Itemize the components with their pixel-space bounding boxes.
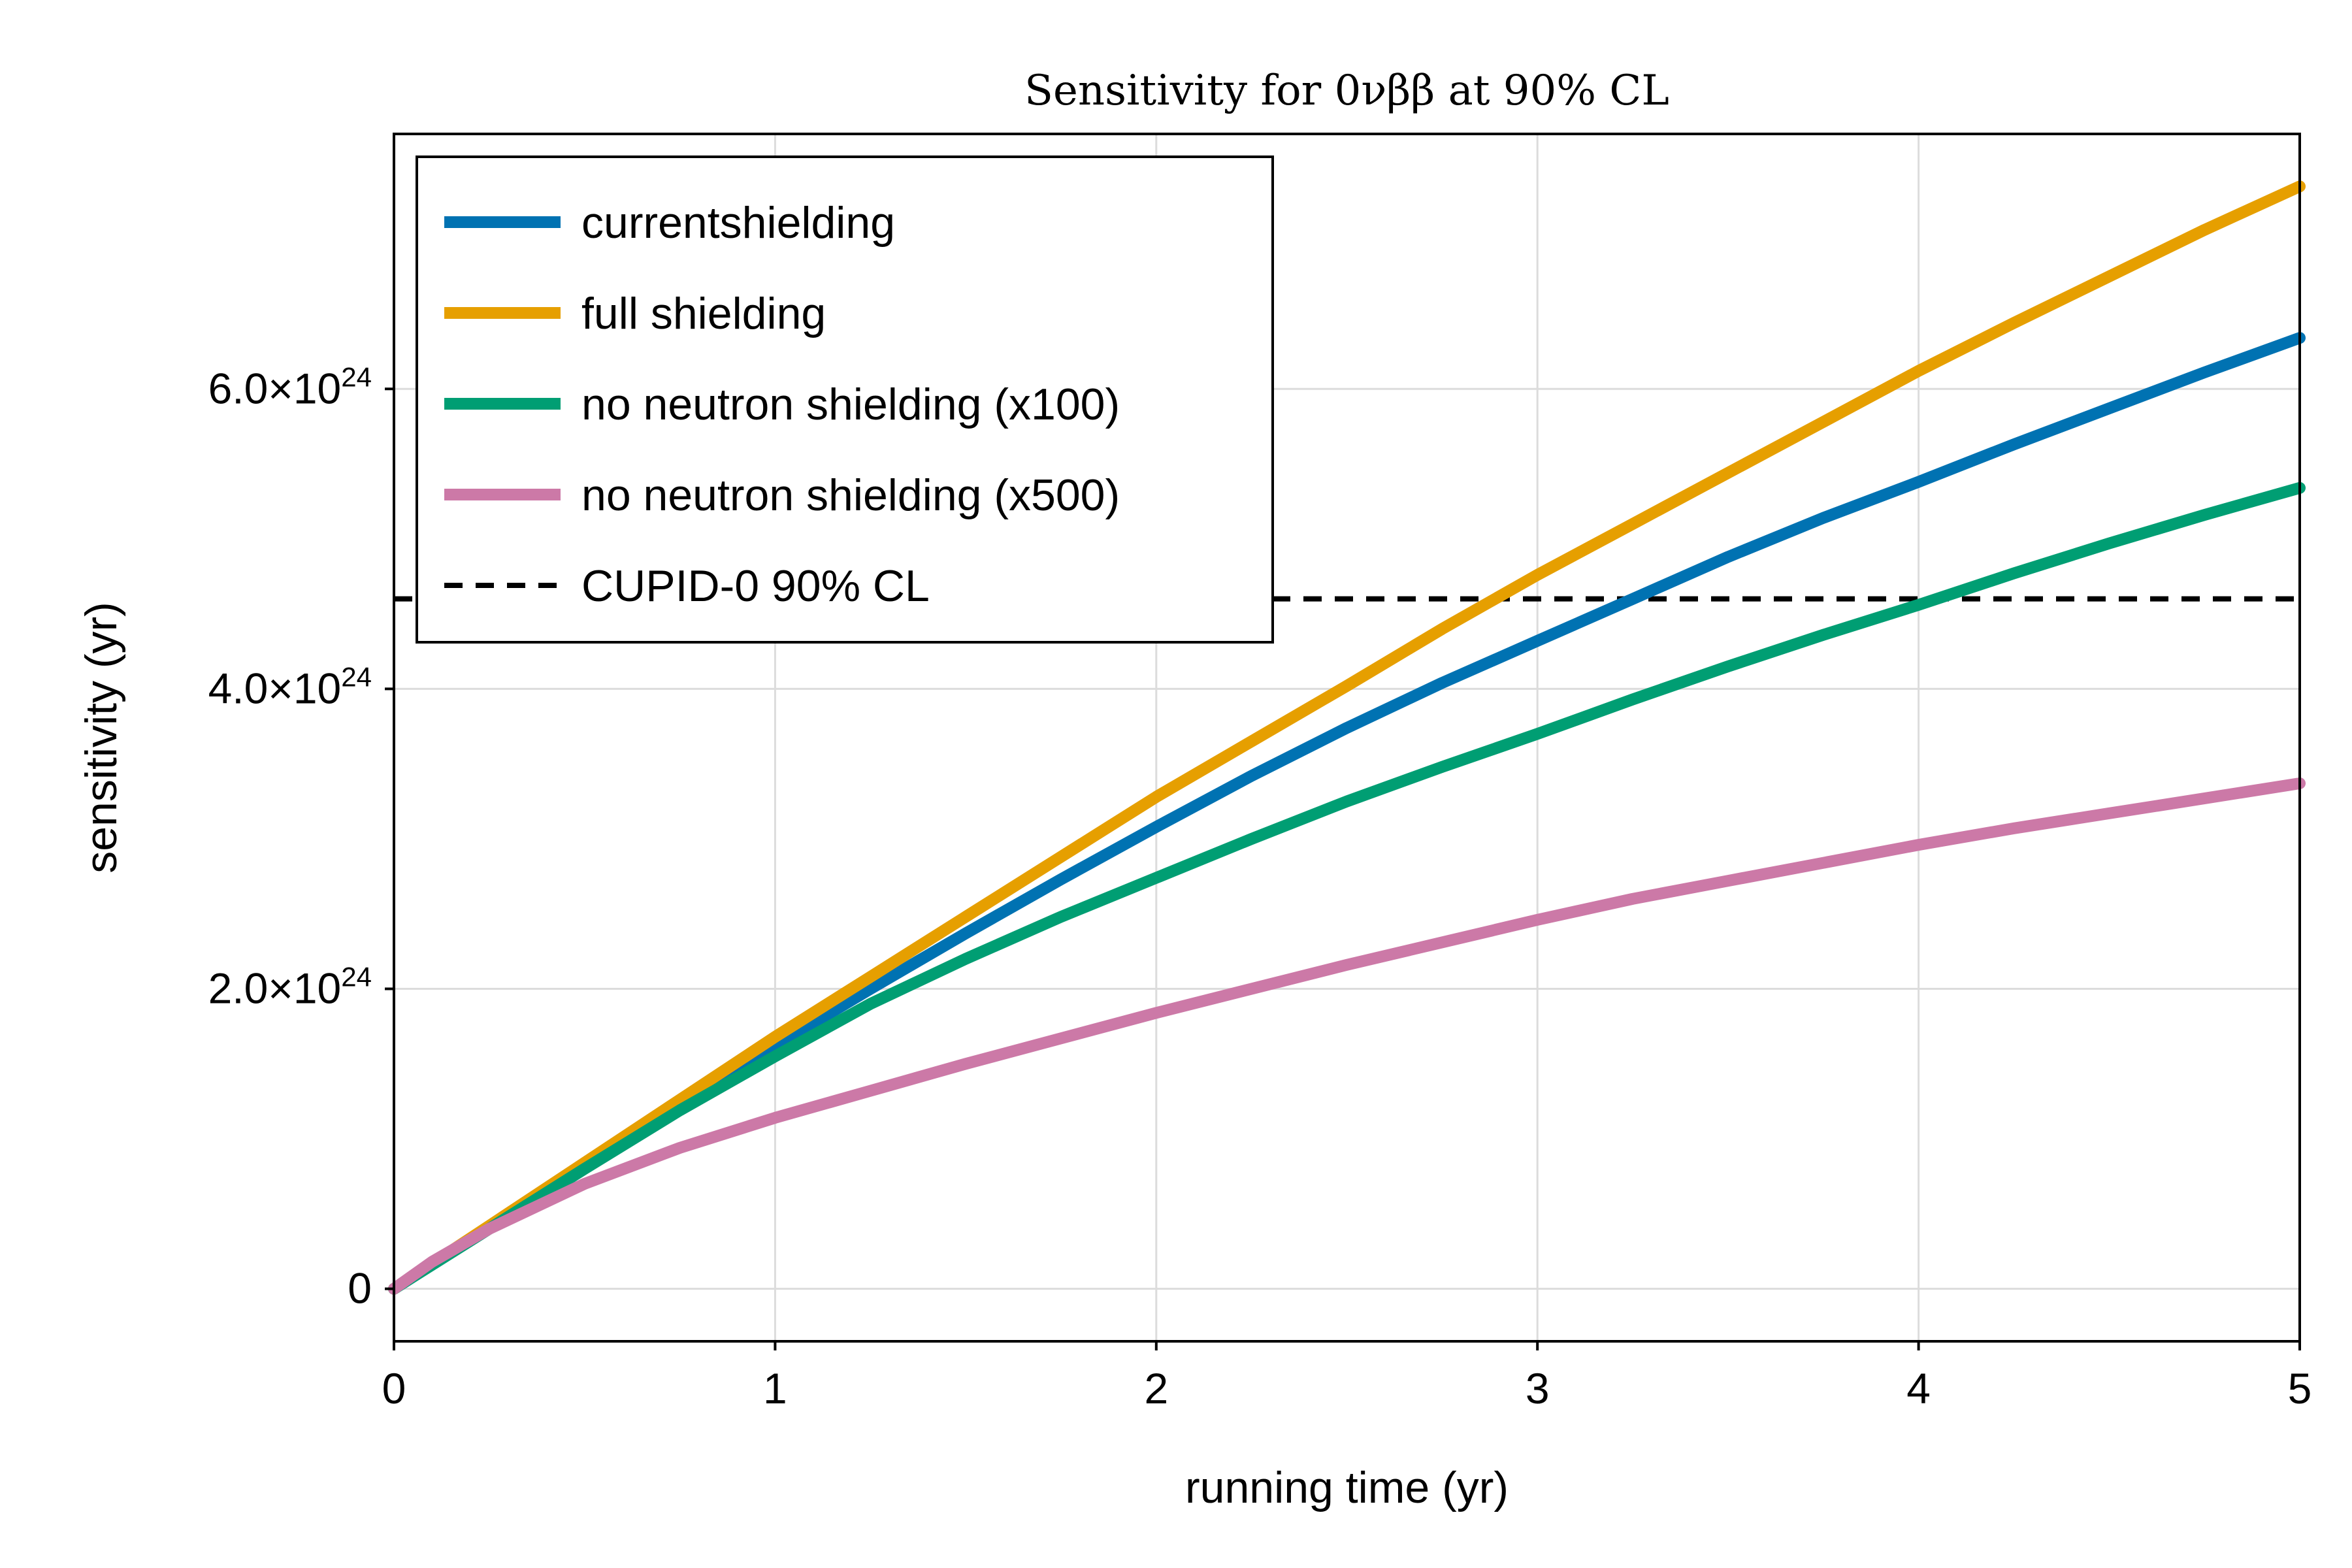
x-axis-label: running time (yr) (1185, 1463, 1509, 1512)
legend-label-1: full shielding (581, 289, 826, 338)
legend-label-4: CUPID-0 90% CL (581, 561, 930, 611)
legend: currentshielding full shielding no neutron… (416, 155, 1274, 644)
legend-label-0: currentshielding (581, 198, 895, 248)
y-tick-label-0: 0 (348, 1264, 372, 1313)
series-line-2 (388, 482, 2306, 1295)
x-tick-label-2: 2 (1144, 1364, 1168, 1413)
series-line-1 (388, 180, 2306, 1295)
legend-label-3: no neutron shielding (x500) (581, 470, 1120, 520)
x-tick-label-4: 4 (1906, 1364, 1931, 1413)
ticks-layer: 0 1 2 3 4 5 0 2.0×1024 4.0×1024 6.0×1024 (208, 361, 2312, 1413)
x-tick-label-3: 3 (1526, 1364, 1550, 1413)
x-tick-label-5: 5 (2288, 1364, 2312, 1413)
y-tick-label-1: 2.0×1024 (208, 962, 372, 1013)
y-tick-label-3: 6.0×1024 (208, 361, 372, 412)
legend-items: currentshielding full shielding no neutron… (444, 198, 1120, 611)
series-layer (388, 180, 2306, 1295)
x-tick-label-1: 1 (763, 1364, 787, 1413)
plot-frame (393, 133, 2301, 1343)
legend-label-2: no neutron shielding (x100) (581, 380, 1120, 429)
chart-title: Sensitivity for 0νββ at 90% CL (1024, 67, 1669, 115)
x-tick-label-0: 0 (382, 1364, 406, 1413)
y-axis-label: sensitivity (yr) (76, 602, 126, 874)
series-line-3 (388, 777, 2306, 1295)
y-tick-label-2: 4.0×1024 (208, 661, 372, 712)
